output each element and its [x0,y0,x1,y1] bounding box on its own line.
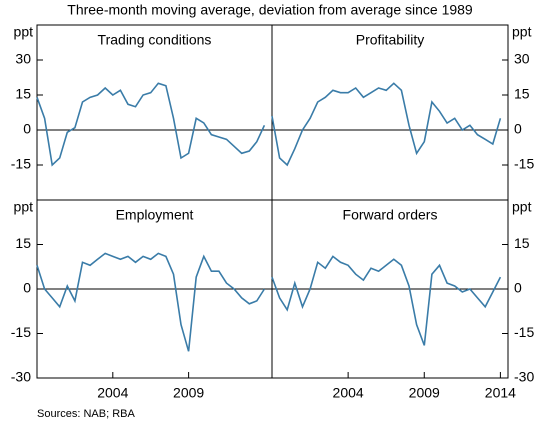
series-line [36,82,266,167]
series-line [36,252,266,352]
panel-title: Forward orders [343,207,438,223]
series-line [271,255,502,346]
panel-title: Profitability [356,32,424,48]
x-tick-label: 2009 [409,385,440,401]
panel-frame [271,24,509,201]
y-axis-unit: ppt [512,199,532,215]
x-tick-label: 2004 [333,385,364,401]
y-tick-label: -15 [514,324,534,340]
y-tick-label: -30 [11,369,31,385]
y-tick-label: 0 [514,121,522,137]
y-tick-label: 15 [514,235,530,251]
y-axis-unit: ppt [14,199,34,215]
x-tick-label: 2004 [97,385,128,401]
panel-frame [36,24,273,201]
y-tick-label: 0 [23,280,31,296]
panel-title: Employment [116,207,194,223]
y-tick-label: 15 [15,235,31,251]
y-tick-label: 15 [15,86,31,102]
subtitle: Three-month moving average, deviation fr… [67,2,473,18]
y-axis-unit: ppt [512,24,532,40]
x-tick-label: 2014 [485,385,516,401]
y-tick-label: -15 [11,324,31,340]
y-tick-label: 30 [15,51,31,67]
x-tick-label: 2009 [173,385,204,401]
y-tick-label: -15 [514,156,534,172]
y-tick-label: -30 [514,369,534,385]
y-tick-label: 0 [514,280,522,296]
sources: Sources: NAB; RBA [37,408,135,420]
series-line [271,82,502,167]
y-tick-label: 30 [514,51,530,67]
y-tick-label: 0 [23,121,31,137]
y-tick-label: -15 [11,156,31,172]
panel-title: Trading conditions [98,32,212,48]
y-axis-unit: ppt [14,24,34,40]
y-tick-label: 15 [514,86,530,102]
